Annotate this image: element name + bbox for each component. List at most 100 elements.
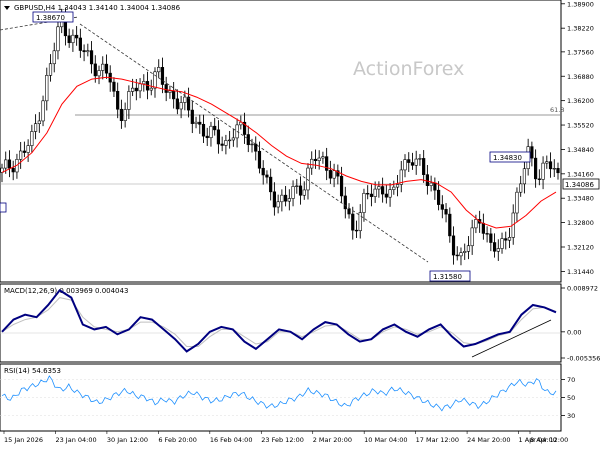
high-annotation: 1.38670 xyxy=(32,11,74,23)
x-tick-label: 17 Mar 12:00 xyxy=(416,436,459,444)
candle-body xyxy=(86,50,90,53)
candle-body xyxy=(11,167,15,173)
candle-body xyxy=(481,222,485,234)
macd-panel-frame xyxy=(0,283,562,363)
candle-body xyxy=(474,219,478,229)
rsi-tick-label: 30 xyxy=(567,412,575,420)
candle-body xyxy=(343,195,347,210)
candle-body xyxy=(190,109,194,124)
candle-body xyxy=(179,102,183,110)
candle-body xyxy=(295,185,299,187)
candle-body xyxy=(78,37,82,51)
candle-body xyxy=(377,186,381,190)
candle-body xyxy=(530,146,534,159)
down-trendline xyxy=(79,23,429,263)
candle-body xyxy=(507,237,512,241)
candle-body xyxy=(209,125,213,139)
candle-body xyxy=(93,63,97,77)
candle-body xyxy=(407,159,411,163)
candle-body xyxy=(201,123,206,137)
candle-body xyxy=(302,189,306,196)
candle-body xyxy=(399,169,403,185)
candle-body xyxy=(97,70,101,77)
rsi-y-axis: 70 50 30 xyxy=(0,376,575,420)
candle-body xyxy=(119,108,124,121)
candle-body xyxy=(332,170,336,179)
candle-body xyxy=(52,50,56,65)
candle-body xyxy=(164,84,168,93)
current-price-tag: 1.34086 xyxy=(562,178,600,190)
candle-body xyxy=(168,90,172,93)
x-tick-label: 16 Feb 04:00 xyxy=(210,436,253,444)
candle-body xyxy=(548,161,553,170)
x-tick-label: 1 Apr 04:00 xyxy=(519,436,557,444)
recent-high-annotation: 1.34830 xyxy=(489,151,531,163)
macd-tick-label: 0.00 xyxy=(567,328,581,336)
candle-body xyxy=(436,189,441,205)
candle-body xyxy=(545,161,549,164)
candle-body xyxy=(56,26,60,52)
candle-body xyxy=(448,213,452,237)
x-tick-label: 15 Jan 2026 xyxy=(4,436,43,444)
candle-body xyxy=(138,83,142,92)
candle-body xyxy=(347,208,351,215)
candle-body xyxy=(216,129,221,145)
candle-body xyxy=(261,167,265,176)
candle-body xyxy=(403,159,407,171)
candle-body xyxy=(269,176,273,193)
candle-body xyxy=(149,87,153,91)
candle-body xyxy=(425,174,429,186)
rsi-line xyxy=(1,375,557,412)
candle-body xyxy=(67,35,71,44)
candle-body xyxy=(4,159,8,169)
svg-text:1.34086: 1.34086 xyxy=(565,181,594,189)
candle-body xyxy=(198,121,202,125)
candle-body xyxy=(440,204,444,210)
candle-body xyxy=(116,90,120,110)
candle-body xyxy=(48,63,53,76)
macd-tick-label: -0.005356 xyxy=(567,355,600,363)
candle-body xyxy=(37,120,41,124)
candle-body xyxy=(485,233,489,235)
candle-body xyxy=(280,194,284,203)
x-tick-label: 30 Jan 12:00 xyxy=(107,436,148,444)
watermark: ActionForex xyxy=(353,58,464,80)
candle-body xyxy=(250,143,254,146)
price-tick-label: 1.31440 xyxy=(567,268,594,276)
candle-body xyxy=(519,183,523,193)
candle-body xyxy=(101,63,105,71)
candle-body xyxy=(272,191,277,208)
candle-body xyxy=(112,81,116,92)
candle-body xyxy=(276,201,280,208)
candle-body xyxy=(172,90,176,100)
candle-body xyxy=(328,170,332,179)
candle-body xyxy=(287,198,291,202)
candle-body xyxy=(466,245,471,252)
candle-body xyxy=(265,174,269,178)
candle-body xyxy=(444,209,448,215)
price-panel-frame xyxy=(0,0,562,283)
candle-body xyxy=(317,157,321,161)
candle-body xyxy=(366,192,370,195)
candle-body xyxy=(552,168,556,170)
candle-body xyxy=(410,162,415,166)
svg-text:1.31580: 1.31580 xyxy=(433,273,462,281)
candle-body xyxy=(422,158,426,175)
fib-61-label: 61.8 xyxy=(550,106,564,114)
x-tick-label: 8 Apr 12:00 xyxy=(530,436,568,444)
macd-trendline xyxy=(471,319,552,358)
candle-body xyxy=(489,233,493,243)
price-y-axis: 1.38900 1.38220 1.37560 1.36880 1.36200 1.355… xyxy=(561,0,594,276)
price-tick-label: 1.34160 xyxy=(567,170,594,178)
macd-line xyxy=(1,288,557,353)
candle-body xyxy=(104,63,109,74)
candle-body xyxy=(224,140,228,146)
candle-body xyxy=(127,91,131,110)
moving-average-line xyxy=(1,76,557,229)
candle-body xyxy=(381,186,385,195)
rsi-tick-label: 70 xyxy=(567,376,575,384)
candle-body xyxy=(220,143,224,146)
low-annotation: 1.31580 xyxy=(429,270,471,282)
candle-body xyxy=(336,170,340,177)
